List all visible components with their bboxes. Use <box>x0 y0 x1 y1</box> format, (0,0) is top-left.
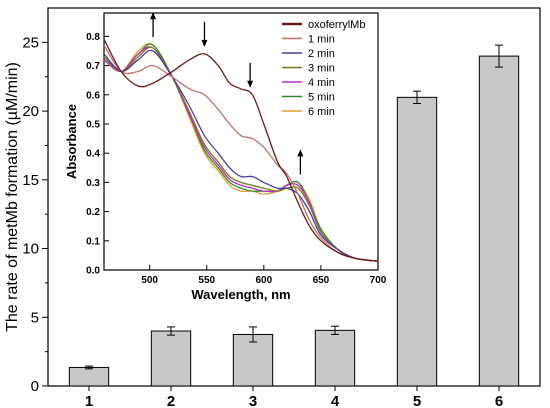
x-category-label: 5 <box>413 393 421 408</box>
arrow-up-head <box>150 12 157 20</box>
inset-spectra-chart: 500 550 600 650 700 0.0 0.1 0.2 0.3 0.4 0.5 0.6 0.7 0… <box>64 12 387 302</box>
x-category-label: 1 <box>85 393 93 408</box>
spectrum-line <box>103 38 379 262</box>
bar <box>396 96 438 387</box>
legend-label: 1 min <box>308 34 335 46</box>
inset-y-tick-label: 0.0 <box>86 266 100 277</box>
spectrum-line <box>103 46 379 262</box>
inset-x-tick-label: 650 <box>313 275 330 286</box>
inset-y-tick-label: 0.8 <box>86 32 100 43</box>
bar <box>314 329 356 387</box>
spectrum-line <box>103 49 379 262</box>
inset-x-tick-label: 700 <box>370 275 387 286</box>
legend-label: 5 min <box>308 92 335 104</box>
inset-x-tick-label: 600 <box>255 275 272 286</box>
x-category-label: 4 <box>331 393 340 408</box>
x-category-label: 6 <box>495 393 503 408</box>
bar <box>68 366 110 387</box>
y-tick-label: 15 <box>22 172 39 189</box>
legend-label: 6 min <box>308 106 335 118</box>
inset-y-tick-label: 0.5 <box>86 119 100 130</box>
y-tick-label: 25 <box>22 34 39 51</box>
plot-frame <box>47 7 541 387</box>
arrow-down-head <box>247 80 254 88</box>
y-tick-label: 0 <box>31 378 39 395</box>
spectrum-line <box>103 42 379 262</box>
y-tick-label: 10 <box>22 241 39 258</box>
inset-frame <box>103 12 379 271</box>
inset-y-tick-label: 0.6 <box>86 90 100 101</box>
arrow-down-head <box>201 39 208 47</box>
y-axis-title: The rate of metMb formation (µM/min) <box>4 62 21 332</box>
x-category-label: 2 <box>167 393 175 408</box>
spectrum-line <box>103 46 379 262</box>
legend-label: 4 min <box>308 77 335 89</box>
spectrum-line <box>103 43 379 262</box>
legend-label: 2 min <box>308 48 335 60</box>
inset-y-tick-label: 0.2 <box>86 207 100 218</box>
legend-label: 3 min <box>308 63 335 75</box>
inset-x-axis-title: Wavelength, nm <box>191 287 290 302</box>
inset-x-tick-label: 550 <box>198 275 215 286</box>
x-category-label: 3 <box>249 393 257 408</box>
bar <box>150 330 192 387</box>
y-tick-label: 20 <box>22 103 39 120</box>
inset-y-axis-title: Absorbance <box>64 104 79 179</box>
bar <box>478 55 520 387</box>
arrow-up-head <box>297 149 304 157</box>
y-tick-label: 5 <box>31 309 39 326</box>
inset-y-tick-label: 0.3 <box>86 178 100 189</box>
inset-y-tick-label: 0.4 <box>86 149 100 160</box>
inset-y-tick-label: 0.7 <box>86 61 100 72</box>
legend-label: oxoferrylMb <box>308 19 365 31</box>
inset-y-tick-label: 0.1 <box>86 236 100 247</box>
inset-x-tick-label: 500 <box>141 275 158 286</box>
spectrum-line <box>103 44 379 262</box>
